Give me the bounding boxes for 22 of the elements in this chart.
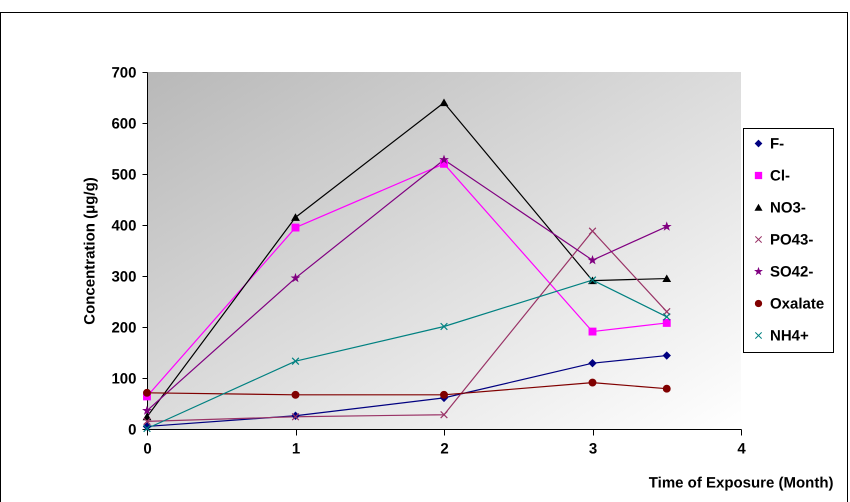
x-tick-label: 1 bbox=[292, 440, 300, 458]
y-axis-title: Concentration (μg/g) bbox=[81, 177, 98, 325]
legend-label: PO43- bbox=[770, 232, 814, 248]
legend-label: F- bbox=[770, 136, 784, 152]
x-tick-label: 4 bbox=[737, 440, 746, 458]
y-tick-label: 100 bbox=[111, 370, 136, 388]
y-tick-label: 700 bbox=[111, 64, 136, 82]
legend-label: Oxalate bbox=[770, 296, 824, 312]
legend-label: NO3- bbox=[770, 200, 806, 216]
y-tick-label: 400 bbox=[111, 218, 136, 234]
legend-label: Cl- bbox=[770, 168, 790, 184]
x-tick-label: 3 bbox=[588, 440, 598, 458]
legend-label: NH4+ bbox=[770, 328, 810, 344]
y-tick-label: 500 bbox=[111, 166, 136, 184]
y-tick-label: 200 bbox=[111, 320, 136, 336]
y-tick-label: 0 bbox=[128, 422, 136, 438]
y-tick-label: 600 bbox=[111, 116, 136, 132]
y-tick-label: 300 bbox=[111, 268, 136, 286]
x-axis-title: Time of Exposure (Month) bbox=[648, 474, 834, 492]
legend-label: SO42- bbox=[770, 264, 814, 280]
x-tick-label: 2 bbox=[440, 440, 449, 458]
x-tick-label: 0 bbox=[143, 440, 152, 458]
